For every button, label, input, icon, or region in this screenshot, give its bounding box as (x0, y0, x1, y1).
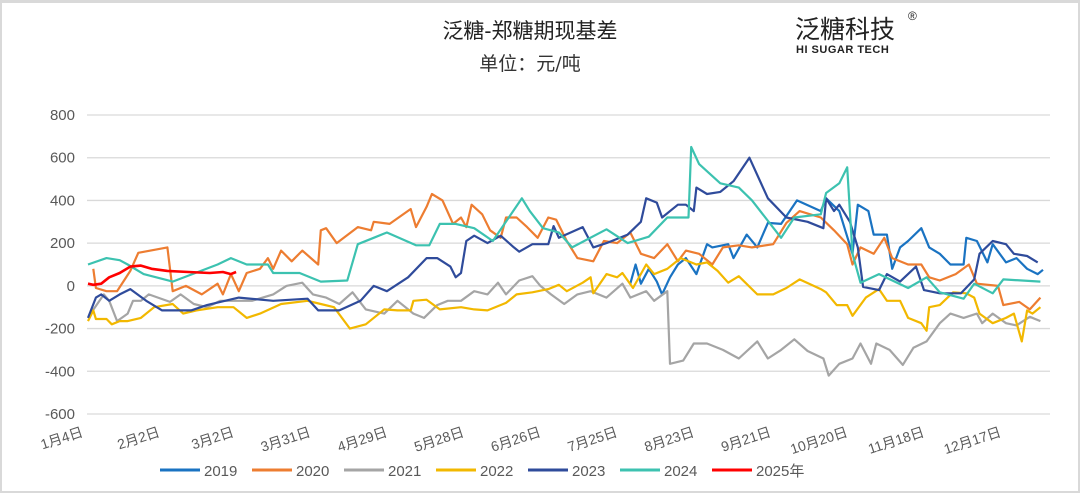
y-tick-label: 200 (50, 235, 75, 252)
x-tick-label: 7月25日 (566, 424, 620, 455)
x-tick-label: 1月4日 (39, 424, 85, 453)
chart-title: 泛糖-郑糖期现基差 (442, 19, 617, 43)
series-line-2021 (89, 275, 1041, 377)
series-line-2019 (629, 197, 1044, 296)
x-tick-label: 8月23日 (642, 424, 696, 455)
y-tick-label: 400 (50, 192, 75, 209)
legend-item-2024[interactable]: 2024 (620, 463, 697, 480)
y-tick-label: -200 (45, 321, 75, 338)
legend-label: 2023 (572, 463, 605, 480)
chart-subtitle: 单位：元/吨 (479, 53, 580, 75)
x-tick-label: 10月20日 (788, 424, 849, 457)
x-tick-label: 9月21日 (719, 424, 773, 455)
logo-english: HI SUGAR TECH (796, 44, 889, 56)
legend-item-2023[interactable]: 2023 (528, 463, 605, 480)
series-line-2022 (87, 257, 1042, 343)
gridlines (87, 114, 1050, 415)
x-tick-label: 3月31日 (259, 424, 313, 455)
legend-label: 2019 (204, 463, 237, 480)
series-line-2025 (87, 264, 237, 287)
legend-label: 2021 (388, 463, 421, 480)
legend-item-2019[interactable]: 2019 (160, 463, 237, 480)
x-tick-label: 4月29日 (335, 424, 389, 455)
y-tick-label: 0 (67, 278, 75, 295)
legend-item-2020[interactable]: 2020 (252, 463, 329, 480)
legend-item-2021[interactable]: 2021 (344, 463, 421, 480)
legend: 2019 2020 2021 2022 2023 2024 2025年 (160, 463, 804, 480)
legend-label: 2020 (296, 463, 329, 480)
x-tick-label: 6月26日 (489, 424, 543, 455)
legend-label: 2024 (664, 463, 697, 480)
x-tick-label: 11月18日 (866, 424, 926, 457)
y-tick-label: 800 (50, 107, 75, 124)
x-tick-label: 12月17日 (942, 424, 1003, 457)
legend-item-2025[interactable]: 2025年 (712, 463, 804, 480)
legend-label: 2022 (480, 463, 513, 480)
y-tick-label: -400 (45, 363, 75, 380)
brand-logo: 泛糖科技 HI SUGAR TECH ® (795, 9, 917, 56)
x-tick-label: 2月2日 (115, 424, 161, 453)
series-line-2020 (92, 192, 1042, 311)
x-tick-label: 3月2日 (189, 424, 235, 453)
y-tick-label: -600 (45, 406, 75, 423)
x-axis-labels: 1月4日 2月2日 3月2日 3月31日 4月29日 5月28日 6月26日 7月25日 8月2… (39, 424, 1003, 457)
y-tick-label: 600 (50, 150, 75, 167)
legend-label: 2025年 (756, 463, 804, 480)
y-axis-labels: 800 600 400 200 0 -200 -400 -600 (45, 107, 75, 423)
legend-item-2022[interactable]: 2022 (436, 463, 513, 480)
x-tick-label: 5月28日 (412, 424, 466, 455)
series-line-2024 (87, 145, 1041, 300)
logo-chinese: 泛糖科技 (795, 15, 895, 44)
registered-mark: ® (908, 9, 917, 23)
series-lines (86, 145, 1044, 377)
